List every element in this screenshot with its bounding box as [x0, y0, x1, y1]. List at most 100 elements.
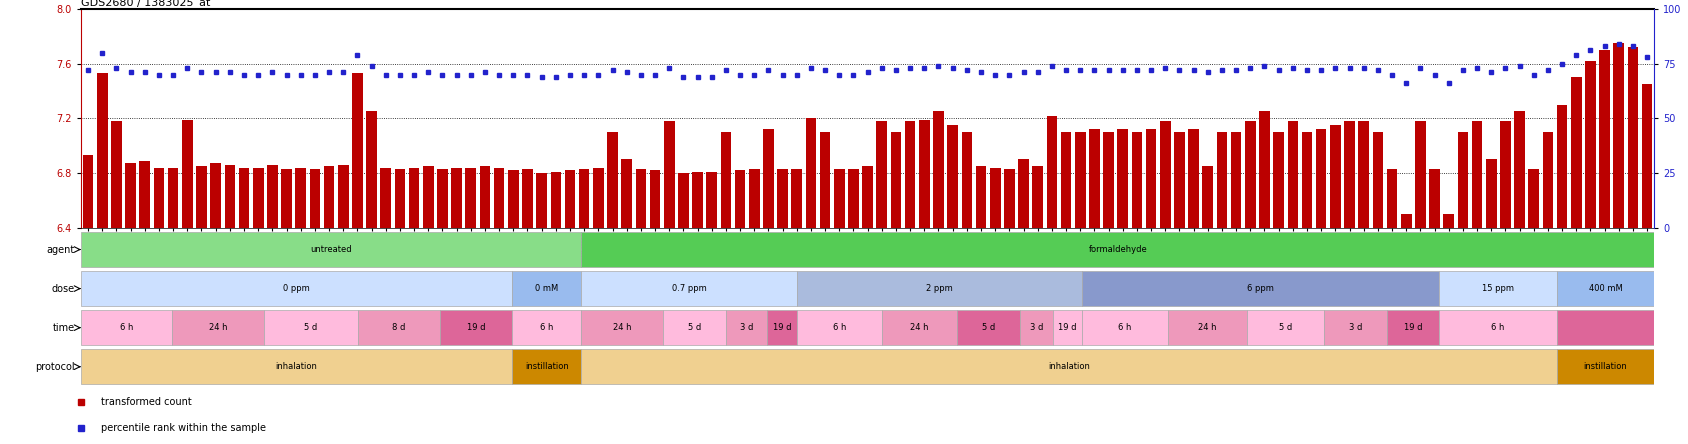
Bar: [1301, 132, 1312, 228]
Bar: [565, 170, 576, 228]
Bar: [847, 169, 859, 228]
Bar: [1528, 169, 1539, 228]
Bar: [295, 167, 306, 228]
Bar: [663, 310, 726, 345]
Bar: [451, 167, 463, 228]
Text: percentile rank within the sample: percentile rank within the sample: [101, 423, 267, 433]
Text: 5 d: 5 d: [689, 323, 701, 332]
Bar: [366, 111, 376, 228]
Text: 3 d: 3 d: [739, 323, 753, 332]
Text: GDS2680 / 1383025_at: GDS2680 / 1383025_at: [81, 0, 211, 8]
Bar: [726, 310, 766, 345]
Bar: [1438, 271, 1556, 306]
Bar: [608, 132, 618, 228]
Bar: [1585, 61, 1595, 228]
Text: 0 ppm: 0 ppm: [284, 284, 311, 293]
Bar: [1075, 132, 1085, 228]
Bar: [805, 118, 817, 228]
Bar: [81, 310, 172, 345]
Bar: [1359, 121, 1369, 228]
Bar: [1273, 132, 1285, 228]
Text: 24 h: 24 h: [613, 323, 631, 332]
Text: 400 mM: 400 mM: [1588, 284, 1622, 293]
Bar: [522, 169, 533, 228]
Bar: [511, 349, 581, 385]
Bar: [581, 310, 663, 345]
Bar: [1556, 271, 1654, 306]
Bar: [1168, 310, 1247, 345]
Bar: [1642, 84, 1653, 228]
Bar: [1372, 132, 1382, 228]
Bar: [734, 170, 746, 228]
Bar: [125, 163, 137, 228]
Bar: [1556, 349, 1654, 385]
Bar: [172, 310, 263, 345]
Text: 6 h: 6 h: [1491, 323, 1504, 332]
Text: 3 d: 3 d: [1349, 323, 1362, 332]
Bar: [636, 169, 647, 228]
Bar: [679, 173, 689, 228]
Bar: [211, 163, 221, 228]
Bar: [253, 167, 263, 228]
Bar: [1388, 169, 1398, 228]
Bar: [692, 172, 702, 228]
Bar: [238, 167, 250, 228]
Bar: [1188, 129, 1198, 228]
Bar: [592, 167, 604, 228]
Bar: [1131, 132, 1143, 228]
Bar: [1060, 132, 1072, 228]
Bar: [508, 170, 518, 228]
Bar: [1323, 310, 1388, 345]
Bar: [1020, 310, 1053, 345]
Bar: [1614, 43, 1624, 228]
Bar: [797, 310, 881, 345]
Bar: [395, 169, 405, 228]
Bar: [579, 169, 589, 228]
Text: 19 d: 19 d: [466, 323, 484, 332]
Text: 15 ppm: 15 ppm: [1482, 284, 1514, 293]
Bar: [1217, 132, 1227, 228]
Bar: [466, 167, 476, 228]
Bar: [834, 169, 844, 228]
Bar: [424, 166, 434, 228]
Bar: [196, 166, 208, 228]
Bar: [1033, 166, 1043, 228]
Text: 0 mM: 0 mM: [535, 284, 559, 293]
Text: inhalation: inhalation: [275, 362, 317, 371]
Text: 6 h: 6 h: [540, 323, 554, 332]
Bar: [1082, 310, 1168, 345]
Bar: [263, 310, 358, 345]
Text: 0.7 ppm: 0.7 ppm: [672, 284, 707, 293]
Bar: [1160, 121, 1170, 228]
Bar: [437, 169, 447, 228]
Bar: [621, 159, 631, 228]
Bar: [537, 173, 547, 228]
Bar: [1599, 50, 1610, 228]
Bar: [1415, 121, 1426, 228]
Text: 6 h: 6 h: [120, 323, 133, 332]
Bar: [81, 349, 511, 385]
Bar: [439, 310, 511, 345]
Bar: [933, 111, 944, 228]
Bar: [797, 271, 1082, 306]
Bar: [1458, 132, 1469, 228]
Bar: [1246, 121, 1256, 228]
Bar: [792, 169, 802, 228]
Text: 5 d: 5 d: [982, 323, 996, 332]
Bar: [309, 169, 321, 228]
Bar: [1231, 132, 1241, 228]
Bar: [1543, 132, 1553, 228]
Bar: [225, 165, 235, 228]
Bar: [962, 132, 972, 228]
Bar: [81, 232, 581, 267]
Bar: [581, 232, 1654, 267]
Bar: [766, 310, 797, 345]
Text: 5 d: 5 d: [304, 323, 317, 332]
Bar: [1047, 115, 1057, 228]
Bar: [1202, 166, 1214, 228]
Bar: [581, 349, 1556, 385]
Bar: [1485, 159, 1497, 228]
Bar: [1082, 271, 1438, 306]
Bar: [1572, 77, 1582, 228]
Bar: [182, 120, 192, 228]
